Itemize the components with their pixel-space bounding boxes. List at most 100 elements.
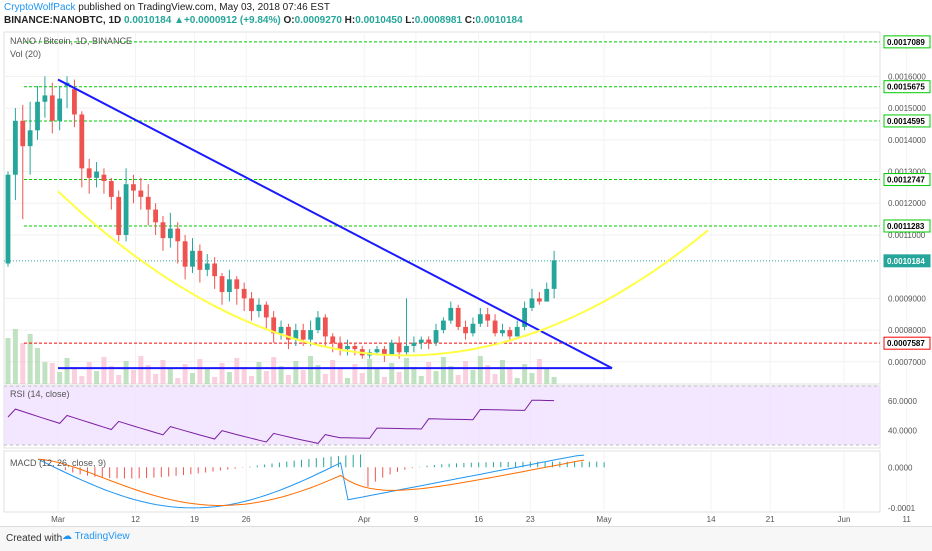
price-label-box xyxy=(883,219,931,233)
candle-body xyxy=(529,298,535,308)
open-label: O: xyxy=(280,15,295,26)
volume-bar xyxy=(256,362,262,384)
change-arrow-icon: ▲ xyxy=(174,15,184,26)
candle-body xyxy=(138,190,144,197)
price-label: 0.0011283 xyxy=(887,222,925,231)
x-tick-label: 26 xyxy=(242,515,251,524)
macd-pane xyxy=(37,454,605,509)
candle-body xyxy=(160,222,166,239)
volume-bar xyxy=(116,375,122,384)
volume-bar xyxy=(182,364,188,384)
symbol-prefix: BINANCE:NANOBTC, 1D xyxy=(4,15,124,26)
publication-line: CryptoWolfPack published on TradingView.… xyxy=(4,2,330,13)
candle-body xyxy=(293,330,299,340)
created-with-text: Created with xyxy=(6,533,63,544)
price-label: 0.0017089 xyxy=(887,38,925,47)
price-label-box xyxy=(883,35,931,49)
candle-body xyxy=(330,336,336,343)
author-link[interactable]: CryptoWolfPack xyxy=(4,2,76,13)
volume-bar xyxy=(522,364,528,384)
rsi-tick-label: 40.0000 xyxy=(888,426,917,435)
volume-bar xyxy=(337,369,343,384)
trading-chart[interactable]: 0.00160000.00150000.00140000.00130000.00… xyxy=(0,0,932,526)
volume-bar xyxy=(308,356,314,384)
price-label-box xyxy=(883,254,931,268)
y-tick-label: 0.0012000 xyxy=(888,199,926,208)
candle-body xyxy=(204,263,210,270)
volume-bar xyxy=(344,378,350,384)
x-tick-label: 9 xyxy=(414,515,419,524)
candle-body xyxy=(418,339,424,343)
candle-body xyxy=(315,317,321,331)
volume-bar xyxy=(433,371,439,384)
volume-bar xyxy=(42,362,48,384)
volume-bar xyxy=(322,374,328,384)
volume-bar xyxy=(352,364,358,384)
volume-bar xyxy=(212,377,218,384)
price-label-box xyxy=(883,336,931,350)
x-tick-label: 21 xyxy=(766,515,775,524)
volume-bar xyxy=(35,348,41,384)
rounding-bottom-curve xyxy=(57,190,709,357)
volume-bar xyxy=(381,377,387,384)
candle-body xyxy=(108,181,114,197)
low-label: L: xyxy=(402,15,415,26)
high-label: H: xyxy=(341,15,356,26)
x-tick-label: 14 xyxy=(707,515,716,524)
y-tick-label: 0.0007000 xyxy=(888,358,926,367)
close-value: 0.0010184 xyxy=(475,15,523,26)
volume-bar xyxy=(197,359,203,384)
candle-body xyxy=(101,174,107,182)
candle-body xyxy=(175,228,181,242)
candle-body xyxy=(131,184,136,191)
candle-body xyxy=(441,320,446,331)
price-label-box xyxy=(883,173,931,187)
open-value: 0.0009270 xyxy=(294,15,342,26)
volume-bar xyxy=(145,365,151,384)
volume-bar xyxy=(359,373,365,384)
drawings xyxy=(57,78,709,370)
volume-label: Vol (20) xyxy=(10,49,41,59)
tradingview-logo[interactable]: ☁ TradingView xyxy=(62,531,130,542)
candle-body xyxy=(49,95,55,121)
candle-body xyxy=(551,260,557,289)
x-tick-label: 12 xyxy=(131,515,140,524)
candle-body xyxy=(263,304,269,318)
candle-body xyxy=(79,114,85,169)
candle-body xyxy=(337,342,343,350)
candle-body xyxy=(492,320,498,334)
x-tick-label: 19 xyxy=(190,515,199,524)
candle-body xyxy=(12,120,18,175)
volume-bar xyxy=(499,360,505,384)
candle-body xyxy=(322,317,328,337)
volume-bar xyxy=(219,363,225,384)
candle-body xyxy=(448,307,454,321)
price-label: 0.0007587 xyxy=(887,339,925,348)
candle-body xyxy=(197,250,203,270)
change-text: +0.0000912 (+9.84%) xyxy=(183,15,281,26)
candle-body xyxy=(20,120,26,147)
candle-body xyxy=(374,349,380,353)
candle-body xyxy=(27,130,33,147)
volume-bar xyxy=(492,374,498,384)
volume-bar xyxy=(20,343,26,384)
x-tick-label: Apr xyxy=(358,515,371,524)
rsi-line xyxy=(7,399,555,444)
volume-bar xyxy=(389,363,395,384)
volume-bar xyxy=(418,376,424,384)
volume-bar xyxy=(463,361,469,384)
candle-body xyxy=(500,330,505,334)
volume-bar xyxy=(544,368,550,384)
candle-body xyxy=(404,345,409,353)
volume-bar xyxy=(138,356,144,384)
volume-bar xyxy=(79,376,85,384)
candle-body xyxy=(234,279,240,289)
volume-bar xyxy=(27,334,33,384)
candle-body xyxy=(463,326,468,334)
candle-body xyxy=(212,263,218,277)
volume-bar xyxy=(108,366,114,384)
candle-body xyxy=(249,298,254,312)
footer-bar: Created with ☁ TradingView xyxy=(0,526,932,551)
volume-bar xyxy=(293,361,299,384)
candle-body xyxy=(470,323,476,334)
